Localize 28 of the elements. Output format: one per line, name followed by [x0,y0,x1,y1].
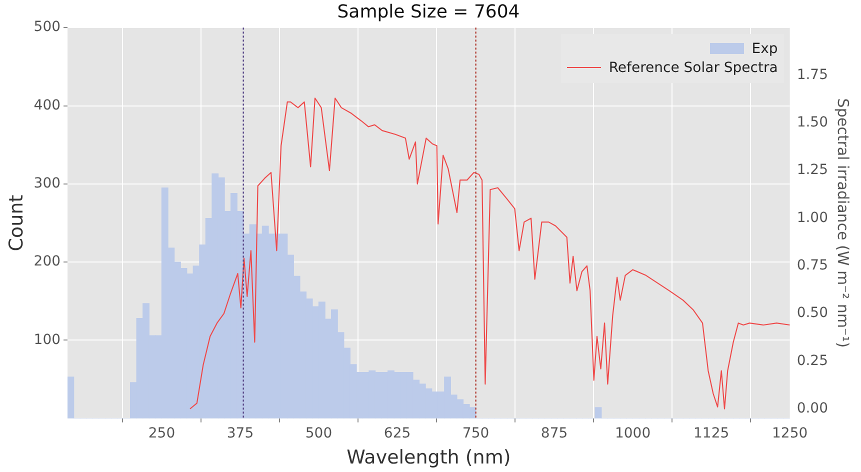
y2-tick-label: 1.50 [796,114,828,131]
legend-label: Reference Solar Spectra [608,60,778,76]
chart-title: Sample Size = 7604 [337,1,520,22]
y-tick-label: 100 [34,332,61,348]
y-tick-label: 400 [34,97,61,114]
y2-tick-label: 0.00 [796,400,828,417]
y2-tick-label: 1.25 [796,162,828,178]
y2-tick-label: 0.25 [796,352,828,369]
y-tick-label: 200 [34,254,61,270]
y2-tick-label: 1.00 [796,210,828,226]
x-tick-label: 1250 [772,425,808,442]
x-tick-label: 250 [148,425,176,442]
y-axis-title: Count [5,194,28,252]
x-tick-label: 1000 [614,425,651,442]
legend-label: Exp [752,40,778,57]
y2-tick-label: 0.50 [796,305,828,322]
y2-axis-title: Spectral irradiance (W m⁻² nm⁻¹) [834,98,852,348]
x-tick-label: 875 [540,425,568,442]
x-tick-label: 1125 [693,425,730,442]
y2-tick-label: 1.75 [796,66,828,83]
x-axis-title: Wavelength (nm) [346,446,511,469]
y-tick-label: 300 [34,176,61,192]
x-tick-label: 375 [226,425,254,442]
y-tick-label: 500 [34,19,61,36]
y2-tick-label: 0.75 [796,258,828,274]
x-tick-label: 625 [384,425,411,442]
x-tick-label: 750 [462,425,490,442]
x-tick-label: 500 [305,425,332,442]
